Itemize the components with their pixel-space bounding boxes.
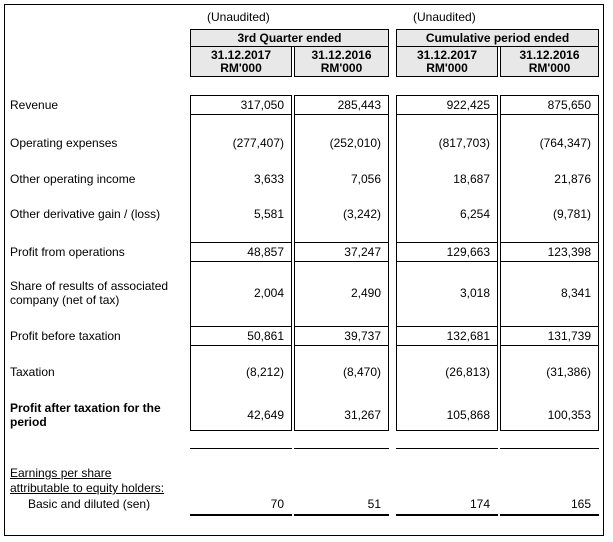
unaudited-label-cumulative: (Unaudited) bbox=[413, 10, 476, 24]
cell-value: 922,425 bbox=[446, 98, 490, 112]
eps-value: 165 bbox=[570, 497, 591, 511]
cumulative-header: Cumulative period ended bbox=[396, 29, 599, 47]
cell-value: 2,004 bbox=[253, 286, 284, 300]
col-date: 31.12.2017 bbox=[416, 48, 478, 62]
cell-value: 317,050 bbox=[240, 98, 284, 112]
row-label: Operating expenses bbox=[10, 136, 118, 150]
col-date: 31.12.2017 bbox=[210, 48, 272, 62]
col-unit: RM'000 bbox=[220, 61, 262, 75]
eps-heading-2: attributable to equity holders: bbox=[10, 481, 165, 495]
cell-value: 6,254 bbox=[459, 207, 490, 221]
cell-value: (9,781) bbox=[552, 207, 591, 221]
cell-value: 3,633 bbox=[253, 172, 284, 186]
row-label: Profit before taxation bbox=[10, 329, 121, 343]
cell-value: 123,398 bbox=[547, 245, 591, 259]
double-underline bbox=[294, 514, 389, 516]
row-label: Other operating income bbox=[10, 172, 136, 186]
row-label: Share of results of associated company (… bbox=[10, 279, 169, 307]
row-label: Revenue bbox=[10, 98, 59, 112]
separator-line bbox=[500, 448, 599, 449]
cell-box bbox=[396, 345, 498, 431]
double-underline bbox=[190, 514, 292, 516]
cell-value: 105,868 bbox=[446, 408, 490, 422]
cell-value: (26,813) bbox=[445, 365, 490, 379]
cell-value: 39,737 bbox=[344, 329, 381, 343]
cell-value: 129,663 bbox=[446, 245, 490, 259]
eps-heading-1: Earnings per share bbox=[10, 466, 112, 480]
cell-value: 50,861 bbox=[247, 329, 284, 343]
cell-value: (8,212) bbox=[245, 365, 284, 379]
eps-value: 70 bbox=[270, 497, 284, 511]
eps-label: Basic and diluted (sen) bbox=[28, 497, 151, 511]
double-underline bbox=[396, 514, 498, 516]
cell-value: 31,267 bbox=[344, 408, 381, 422]
cell-value: 37,247 bbox=[344, 245, 381, 259]
cell-value: (764,347) bbox=[539, 136, 591, 150]
col-header-c-2017: 31.12.2017 RM'000 bbox=[396, 46, 498, 77]
col-date: 31.12.2016 bbox=[519, 48, 580, 62]
unaudited-label-quarter: (Unaudited) bbox=[207, 10, 270, 24]
quarter-header: 3rd Quarter ended bbox=[190, 29, 389, 47]
separator-line bbox=[396, 448, 498, 449]
cell-value: (3,242) bbox=[342, 207, 381, 221]
cell-value: 48,857 bbox=[247, 245, 284, 259]
col-unit: RM'000 bbox=[528, 61, 571, 75]
cell-value: (31,386) bbox=[546, 365, 591, 379]
separator-line bbox=[190, 448, 292, 449]
col-unit: RM'000 bbox=[320, 61, 363, 75]
cell-value: 7,056 bbox=[350, 172, 381, 186]
row-label: Profit from operations bbox=[10, 245, 125, 259]
eps-value: 51 bbox=[367, 497, 381, 511]
cell-value: 285,443 bbox=[337, 98, 381, 112]
cell-value: (252,010) bbox=[329, 136, 381, 150]
row-label: Profit after taxation for the period bbox=[10, 401, 161, 429]
cell-box bbox=[500, 345, 599, 431]
cell-value: 18,687 bbox=[453, 172, 490, 186]
cell-value: 132,681 bbox=[446, 329, 490, 343]
cell-value: 3,018 bbox=[459, 286, 490, 300]
col-header-q-2017: 31.12.2017 RM'000 bbox=[190, 46, 292, 77]
table-frame bbox=[4, 4, 604, 536]
eps-value: 174 bbox=[469, 497, 490, 511]
cell-value: 2,490 bbox=[350, 286, 381, 300]
row-label: Other derivative gain / (loss) bbox=[10, 207, 161, 221]
cell-value: 875,650 bbox=[547, 98, 591, 112]
cell-value: 5,581 bbox=[253, 207, 284, 221]
double-underline bbox=[500, 514, 599, 516]
col-header-q-2016: 31.12.2016 RM'000 bbox=[294, 46, 389, 77]
cell-value: 21,876 bbox=[554, 172, 591, 186]
cell-value: (277,407) bbox=[232, 136, 284, 150]
row-label: Taxation bbox=[10, 365, 55, 379]
cell-box bbox=[294, 345, 389, 431]
separator-line bbox=[294, 448, 389, 449]
cell-value: (817,703) bbox=[438, 136, 490, 150]
cell-value: (8,470) bbox=[342, 365, 381, 379]
cell-value: 131,739 bbox=[547, 329, 591, 343]
col-date: 31.12.2016 bbox=[311, 48, 372, 62]
cell-value: 42,649 bbox=[247, 408, 284, 422]
cell-value: 100,353 bbox=[547, 408, 591, 422]
cell-box bbox=[190, 345, 292, 431]
cell-value: 8,341 bbox=[560, 286, 591, 300]
col-unit: RM'000 bbox=[426, 61, 468, 75]
col-header-c-2016: 31.12.2016 RM'000 bbox=[500, 46, 599, 77]
